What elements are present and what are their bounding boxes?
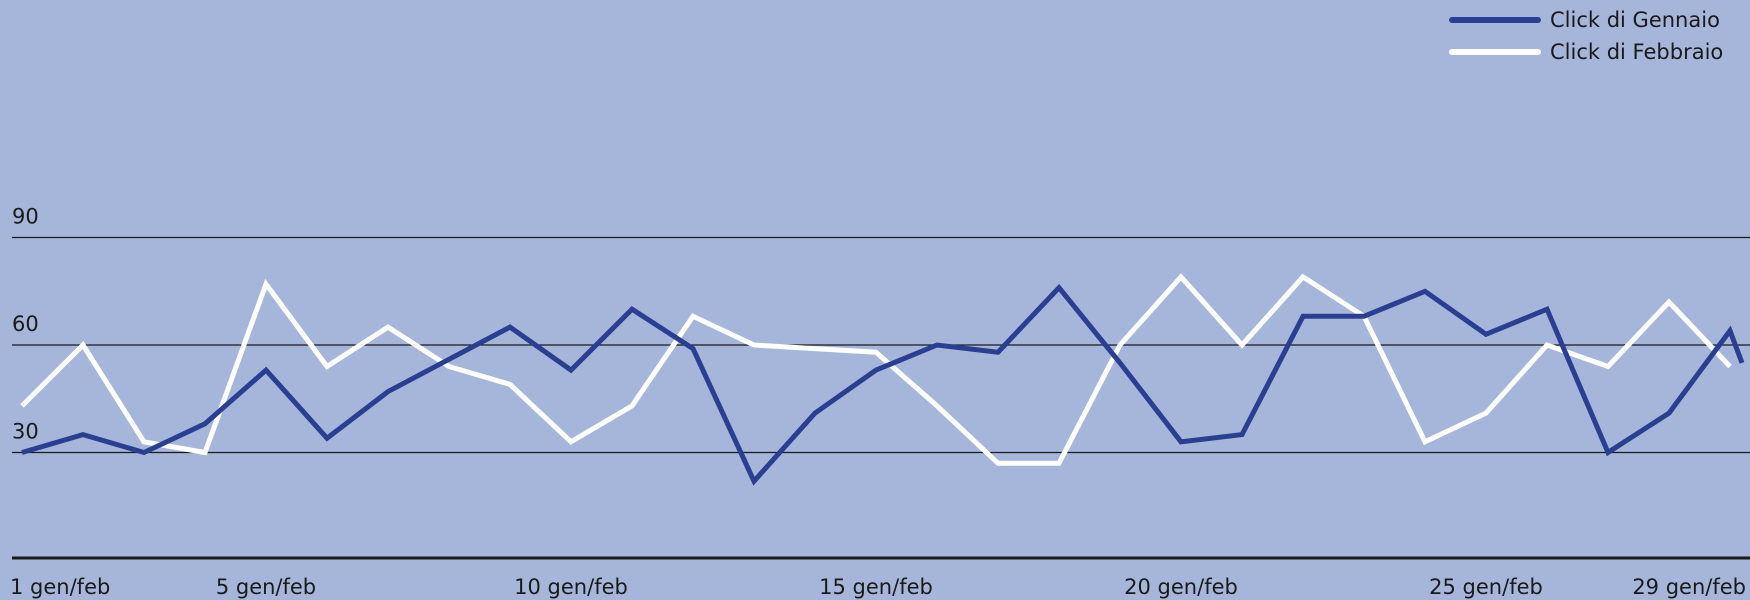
legend-label: Click di Gennaio	[1550, 8, 1720, 32]
x-axis: 1 gen/feb 5 gen/feb 10 gen/feb 15 gen/feb 20…	[10, 556, 1750, 599]
y-tick-label: 30	[12, 420, 39, 444]
x-tick-label: 10 gen/feb	[514, 575, 628, 599]
legend-label: Click di Febbraio	[1550, 40, 1723, 64]
gridlines	[12, 236, 1750, 454]
x-tick-label: 5 gen/feb	[216, 575, 316, 599]
y-tick-label: 90	[12, 205, 39, 229]
x-tick-label: 1 gen/feb	[10, 575, 110, 599]
series-line-gennaio	[21, 283, 1745, 486]
x-tick-label: 25 gen/feb	[1429, 575, 1543, 599]
series-line-febbraio	[20, 273, 1732, 466]
legend: Click di Gennaio Click di Febbraio	[1449, 8, 1723, 64]
x-tick-label: 20 gen/feb	[1124, 575, 1238, 599]
x-tick-label: 15 gen/feb	[819, 575, 933, 599]
x-tick-label: 29 gen/feb	[1632, 575, 1746, 599]
y-axis-ticks: 30 60 90	[12, 205, 39, 444]
series-lines	[20, 273, 1745, 486]
y-tick-label: 60	[12, 312, 39, 336]
